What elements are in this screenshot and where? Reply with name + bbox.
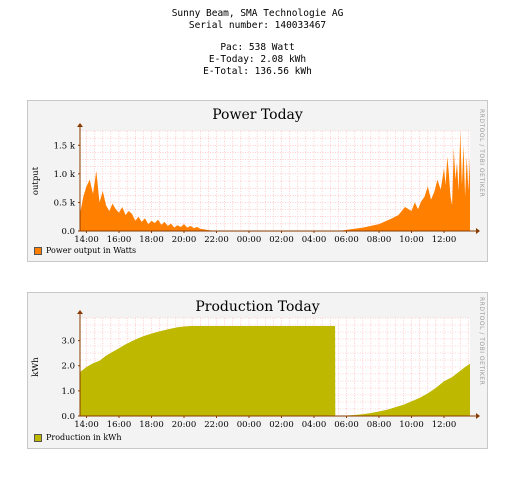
x-tick-label: 18:00: [139, 420, 164, 430]
y-axis-arrow: [77, 310, 83, 314]
status-header: Sunny Beam, SMA Technologie AG Serial nu…: [0, 8, 515, 78]
x-tick-label: 14:00: [74, 235, 99, 245]
production-legend-label: Production in kWh: [46, 433, 122, 442]
x-tick-label: 12:00: [432, 235, 457, 245]
pac-line: Pac: 538 Watt: [220, 42, 295, 53]
power-chart: 14:00 16:00 18:00 20:00 22:00 00:00 02:00 04:00…: [31, 123, 480, 245]
x-tick-label: 22:00: [204, 235, 229, 245]
x-axis-arrow: [476, 228, 480, 234]
x-tick-label: 06:00: [334, 420, 359, 430]
power-legend-label: Power output in Watts: [46, 246, 137, 255]
x-axis-arrow: [476, 413, 480, 419]
y-tick-label: 0.0: [61, 227, 75, 237]
production-rrdtool-credit: RRDTOOL / TOBI OETIKER: [478, 297, 485, 386]
production-chart-title: Production Today: [195, 299, 320, 315]
production-chart: 14:00 16:00 18:00 20:00 22:00 00:00 02:00 04:00…: [31, 310, 480, 430]
power-chart-title: Power Today: [212, 107, 303, 123]
x-tick-label: 04:00: [302, 420, 327, 430]
x-tick-label: 08:00: [367, 420, 392, 430]
etoday-line: E-Today: 2.08 kWh: [208, 54, 307, 65]
y-tick-label: 0.5 k: [54, 198, 76, 208]
y-tick-label: 1.5 k: [54, 141, 76, 151]
production-today-panel: Production Today RRDTOOL / TOBI OETIKER …: [27, 292, 488, 449]
y-tick-label: 3.0: [61, 337, 75, 347]
x-tick-label: 00:00: [237, 420, 262, 430]
y-tick-label: 0.0: [61, 412, 75, 422]
x-tick-label: 18:00: [139, 235, 164, 245]
series-area: [80, 131, 470, 231]
x-tick-label: 04:00: [302, 235, 327, 245]
y-tick-label: 1.0 k: [54, 170, 76, 180]
y-axis-arrow: [77, 123, 83, 127]
x-tick-label: 20:00: [172, 420, 197, 430]
y-tick-label: 1.0: [61, 387, 75, 397]
power-today-panel: Power Today RRDTOOL / TOBI OETIKER 14:00…: [27, 100, 488, 262]
power-legend: Power output in Watts: [34, 246, 136, 255]
x-tick-label: 12:00: [432, 420, 457, 430]
x-tick-label: 14:00: [74, 420, 99, 430]
x-tick-label: 02:00: [269, 235, 294, 245]
etotal-line: E-Total: 136.56 kWh: [203, 66, 312, 77]
x-tick-label: 20:00: [172, 235, 197, 245]
x-tick-label: 08:00: [367, 235, 392, 245]
x-tick-label: 10:00: [399, 420, 424, 430]
y-axis-label: output: [31, 166, 41, 195]
device-line: Sunny Beam, SMA Technologie AG: [171, 8, 344, 19]
x-tick-label: 16:00: [107, 420, 132, 430]
x-tick-label: 22:00: [204, 420, 229, 430]
x-tick-label: 10:00: [399, 235, 424, 245]
x-tick-label: 00:00: [237, 235, 262, 245]
power-legend-swatch: [34, 246, 42, 255]
production-legend-swatch: [34, 433, 42, 442]
series-area: [80, 326, 470, 416]
y-axis-label: kWh: [31, 357, 41, 377]
serial-line: Serial number: 140033467: [188, 20, 327, 31]
y-tick-label: 2.0: [61, 362, 75, 372]
power-rrdtool-credit: RRDTOOL / TOBI OETIKER: [478, 109, 485, 198]
x-tick-label: 06:00: [334, 235, 359, 245]
x-tick-label: 16:00: [107, 235, 132, 245]
production-legend: Production in kWh: [34, 433, 122, 442]
x-tick-label: 02:00: [269, 420, 294, 430]
